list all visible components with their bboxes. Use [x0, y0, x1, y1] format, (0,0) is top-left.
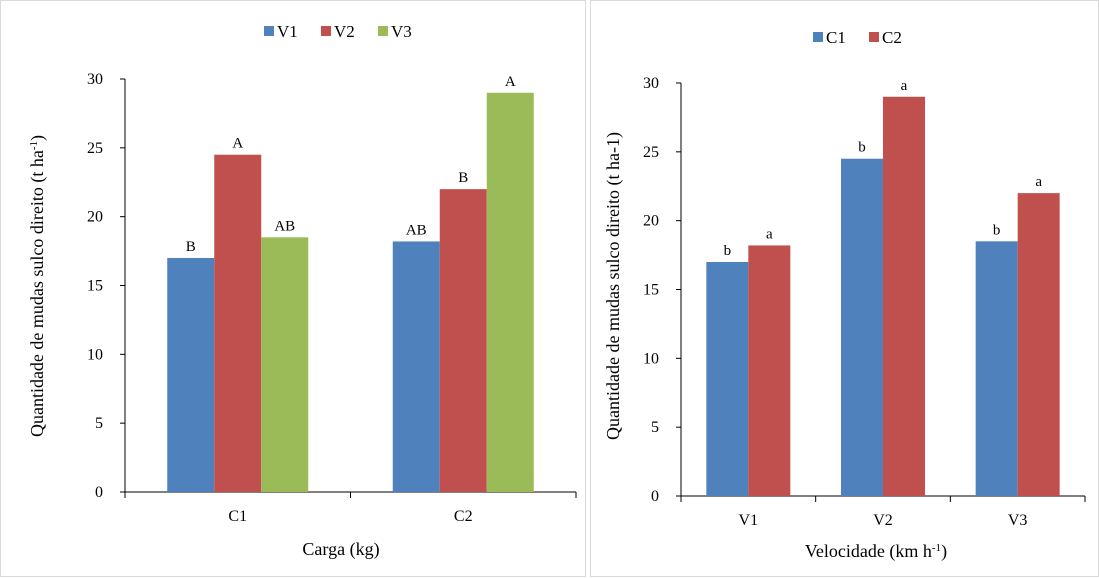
right-bar-c2-v3 [1017, 193, 1060, 496]
right-bar-c1-v1 [706, 261, 749, 496]
right-bar-label-c2-v3: a [1035, 174, 1042, 190]
right-y-tick-label: 20 [643, 213, 659, 230]
right-y-tick-label: 0 [651, 488, 659, 505]
left-bar-v1-c1 [167, 257, 215, 492]
left-x-tick-label-c2: C2 [454, 508, 473, 525]
right-x-tick-label-v1: V1 [739, 512, 759, 529]
left-bar-v3-c1 [261, 237, 309, 492]
left-y-tick-label: 25 [87, 140, 103, 157]
left-y-tick-label: 15 [87, 278, 103, 295]
right-legend-label-c2: C2 [882, 28, 902, 47]
left-bar-label-v1-c1: B [186, 239, 196, 255]
right-y-tick-label: 15 [643, 282, 659, 299]
right-bar-c1-v2 [841, 158, 883, 496]
left-bar-v2-c1 [214, 154, 262, 492]
left-y-axis-title: Quantidade de mudas sulco direito (t ha-… [27, 135, 48, 437]
right-bar-c2-v1 [748, 245, 791, 496]
right-bar-label-c2-v1: a [766, 226, 773, 242]
right-x-tick-label-v2: V2 [873, 512, 893, 529]
right-legend-swatch-c2 [869, 32, 879, 42]
left-bar-label-v3-c2: A [505, 74, 516, 90]
chart-panel-left: V1 V2 V3 0 5 10 15 20 25 30 C1 C2 B A AB AB B A Carga (kg)… [0, 0, 586, 577]
left-legend-swatch-v3 [378, 26, 388, 36]
right-bar-label-c1-v3: b [993, 222, 1001, 238]
left-legend-swatch-v1 [264, 26, 274, 36]
left-bar-label-v1-c2: AB [406, 222, 427, 238]
chart-panel-right: C1 C2 0 5 10 15 20 25 30 V1 V2 V3 b a b a b a Velocidade (… [590, 0, 1099, 577]
left-bar-v2-c2 [439, 189, 487, 492]
left-legend-swatch-v2 [321, 26, 331, 36]
left-y-tick-label: 0 [95, 484, 103, 501]
right-x-axis-title: Velocidade (km h-1) [805, 541, 947, 562]
left-bar-v1-c2 [392, 241, 440, 492]
left-legend-label-v1: V1 [277, 22, 298, 41]
right-x-tick-label-v3: V3 [1008, 512, 1028, 529]
right-legend-swatch-c1 [813, 32, 823, 42]
right-bar-c2-v2 [883, 96, 925, 497]
left-legend-label-v2: V2 [334, 22, 355, 41]
left-bar-label-v3-c1: AB [274, 218, 295, 234]
left-bar-v3-c2 [486, 92, 534, 493]
right-bar-c1-v3 [975, 241, 1018, 496]
left-x-axis-title: Carga (kg) [302, 539, 379, 560]
left-y-tick-label: 20 [87, 209, 103, 226]
right-y-tick-label: 5 [651, 419, 659, 436]
right-y-tick-label: 30 [643, 75, 659, 92]
left-y-tick-label: 10 [87, 346, 103, 363]
right-y-axis-title: Quantidade de mudas sulco direito (t ha-… [603, 132, 624, 440]
right-bar-label-c1-v1: b [724, 243, 732, 259]
left-legend-label-v3: V3 [391, 22, 412, 41]
right-bar-label-c2-v2: a [901, 78, 908, 94]
right-bar-label-c1-v2: b [858, 140, 866, 156]
left-bar-label-v2-c1: A [232, 136, 243, 152]
left-y-tick-label: 5 [95, 415, 103, 432]
left-bar-label-v2-c2: B [458, 170, 468, 186]
chart-right-svg: C1 C2 0 5 10 15 20 25 30 V1 V2 V3 b a b a b a Velocidade (… [603, 28, 1086, 562]
chart-left-svg: V1 V2 V3 0 5 10 15 20 25 30 C1 C2 B A AB AB B A Carga (kg)… [27, 22, 577, 560]
right-y-tick-label: 25 [643, 144, 659, 161]
right-y-tick-label: 10 [643, 350, 659, 367]
right-legend-label-c1: C1 [826, 28, 846, 47]
left-y-tick-label: 30 [87, 71, 103, 88]
left-x-tick-label-c1: C1 [228, 508, 247, 525]
